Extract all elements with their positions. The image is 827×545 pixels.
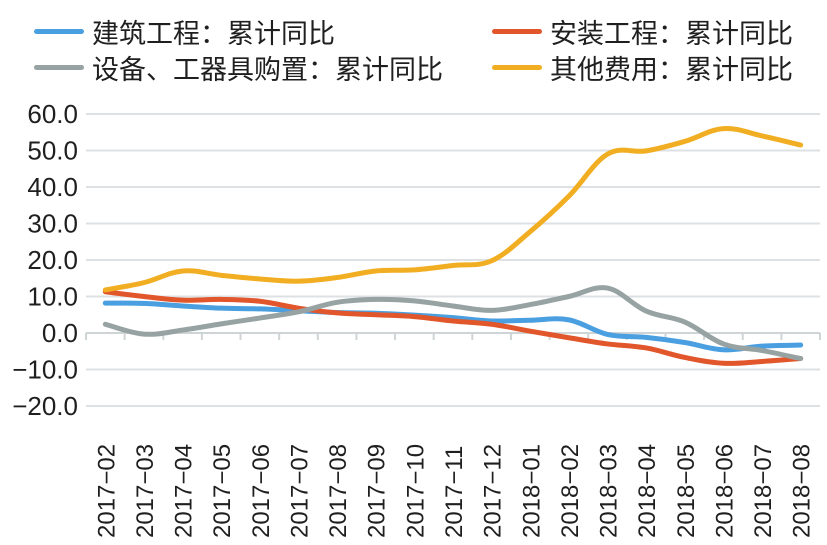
legend-swatch-construction xyxy=(34,28,84,34)
x-tick-label: 2017−10 xyxy=(402,444,429,538)
legend-item-equipment: 设备、工器具购置：累计同比 xyxy=(34,51,443,86)
x-tick-label: 2018−08 xyxy=(789,444,816,538)
legend-label-equipment: 设备、工器具购置：累计同比 xyxy=(92,54,443,86)
x-tick-label: 2018−03 xyxy=(596,444,623,538)
legend: 建筑工程：累计同比 安装工程：累计同比 设备、工器具购置：累计同比 其他费用：累… xyxy=(0,0,827,90)
legend-swatch-installation xyxy=(492,28,542,34)
x-tick-label: 2018−01 xyxy=(518,444,545,538)
series-lines xyxy=(102,126,804,366)
x-tick-label: 2017−11 xyxy=(441,446,468,538)
x-axis: 2017−02 2017−03 2017−04 2017−05 2017−06 2017−… xyxy=(85,332,821,538)
x-tick-label: 2017−06 xyxy=(248,444,275,538)
legend-swatch-other xyxy=(492,64,542,70)
legend-label-installation: 安装工程：累计同比 xyxy=(550,18,793,50)
y-tick-label: 60.0 xyxy=(27,99,78,129)
x-tick-label: 2018−07 xyxy=(750,444,777,538)
x-tick-label: 2017−04 xyxy=(171,444,198,538)
legend-item-other: 其他费用：累计同比 xyxy=(492,51,793,86)
x-tick-label: 2018−02 xyxy=(557,444,584,538)
legend-item-construction: 建筑工程：累计同比 xyxy=(34,15,335,50)
legend-swatch-equipment xyxy=(34,64,84,70)
x-tick-label: 2017−09 xyxy=(364,444,391,538)
y-tick-label: 20.0 xyxy=(27,245,78,275)
x-tick-label: 2017−08 xyxy=(325,444,352,538)
x-tick-label: 2017−03 xyxy=(132,444,159,538)
series-line-other xyxy=(102,126,804,293)
y-tick-label: −10.0 xyxy=(12,355,78,385)
y-axis: 60.0 50.0 40.0 30.0 20.0 10.0 0.0 −10.0 −20.0 xyxy=(12,99,78,421)
legend-item-installation: 安装工程：累计同比 xyxy=(492,15,793,50)
x-tick-label: 2018−04 xyxy=(634,444,661,538)
y-tick-label: −20.0 xyxy=(12,391,78,421)
legend-label-other: 其他费用：累计同比 xyxy=(550,54,793,86)
x-tick-label: 2017−05 xyxy=(209,444,236,538)
x-tick-label: 2017−07 xyxy=(286,444,313,538)
y-tick-label: 10.0 xyxy=(27,282,78,312)
legend-label-construction: 建筑工程：累计同比 xyxy=(92,18,335,50)
x-tick-label: 2017−12 xyxy=(480,444,507,538)
x-tick-label: 2018−06 xyxy=(711,444,738,538)
y-tick-label: 50.0 xyxy=(27,136,78,166)
x-tick-label: 2018−05 xyxy=(673,444,700,538)
x-tick-label: 2017−02 xyxy=(93,444,120,538)
y-tick-label: 40.0 xyxy=(27,172,78,202)
y-tick-label: 30.0 xyxy=(27,209,78,239)
y-tick-label: 0.0 xyxy=(42,318,78,348)
